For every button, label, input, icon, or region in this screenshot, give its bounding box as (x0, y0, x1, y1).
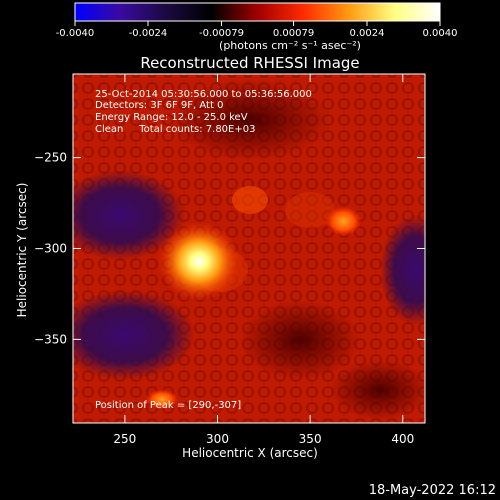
minor-source (145, 389, 178, 410)
x-tick-label: 350 (299, 432, 322, 446)
chart-title: Reconstructed RHESSI Image (140, 54, 359, 72)
colorbar: -0.0040 -0.0024 -0.00079 0.00079 0.0024 0.004… (56, 2, 458, 52)
annotation-detectors: Detectors: 3F 6F 9F, Att 0 (95, 100, 223, 111)
colorbar-tick-label: -0.00079 (199, 28, 244, 39)
y-tick-label: −250 (34, 151, 67, 165)
y-axis-label: Heliocentric Y (arcsec) (15, 183, 29, 318)
sources (145, 206, 362, 410)
peak-source (156, 221, 241, 302)
colorbar-ticks: -0.0040 -0.0024 -0.00079 0.00079 0.0024 0.004… (56, 21, 458, 39)
x-axis-label: Heliocentric X (arcsec) (182, 446, 318, 460)
annotation-time-range: 25-Oct-2014 05:30:56.000 to 05:36:56.000 (95, 89, 312, 100)
axes: 250 300 350 400 −250 −300 −350 (34, 74, 425, 446)
colorbar-tick-label: 0.0024 (350, 28, 385, 39)
annotation-clean-counts: Clean Total counts: 7.80E+03 (95, 124, 255, 135)
footer-timestamp: 18-May-2022 16:12 (369, 483, 496, 498)
x-tick-label: 400 (391, 432, 414, 446)
colorbar-tick-label: -0.0040 (56, 28, 95, 39)
colorbar-tick-label: -0.0024 (129, 28, 168, 39)
colorbar-gradient (74, 2, 441, 22)
peak-position-label: Position of Peak = [290,-307] (95, 400, 241, 411)
x-tick-label: 300 (206, 432, 229, 446)
x-tick-label: 250 (113, 432, 136, 446)
secondary-source (325, 206, 362, 237)
y-tick-label: −300 (34, 242, 67, 256)
annotation-energy-range: Energy Range: 12.0 - 25.0 keV (95, 112, 248, 123)
colorbar-tick-label: 0.0040 (423, 28, 458, 39)
colorbar-tick-label: 0.00079 (273, 28, 314, 39)
info-box: 25-Oct-2014 05:30:56.000 to 05:36:56.000… (95, 89, 312, 135)
y-tick-label: −350 (34, 332, 67, 346)
colorbar-units: (photons cm⁻² s⁻¹ asec⁻²) (219, 39, 361, 52)
